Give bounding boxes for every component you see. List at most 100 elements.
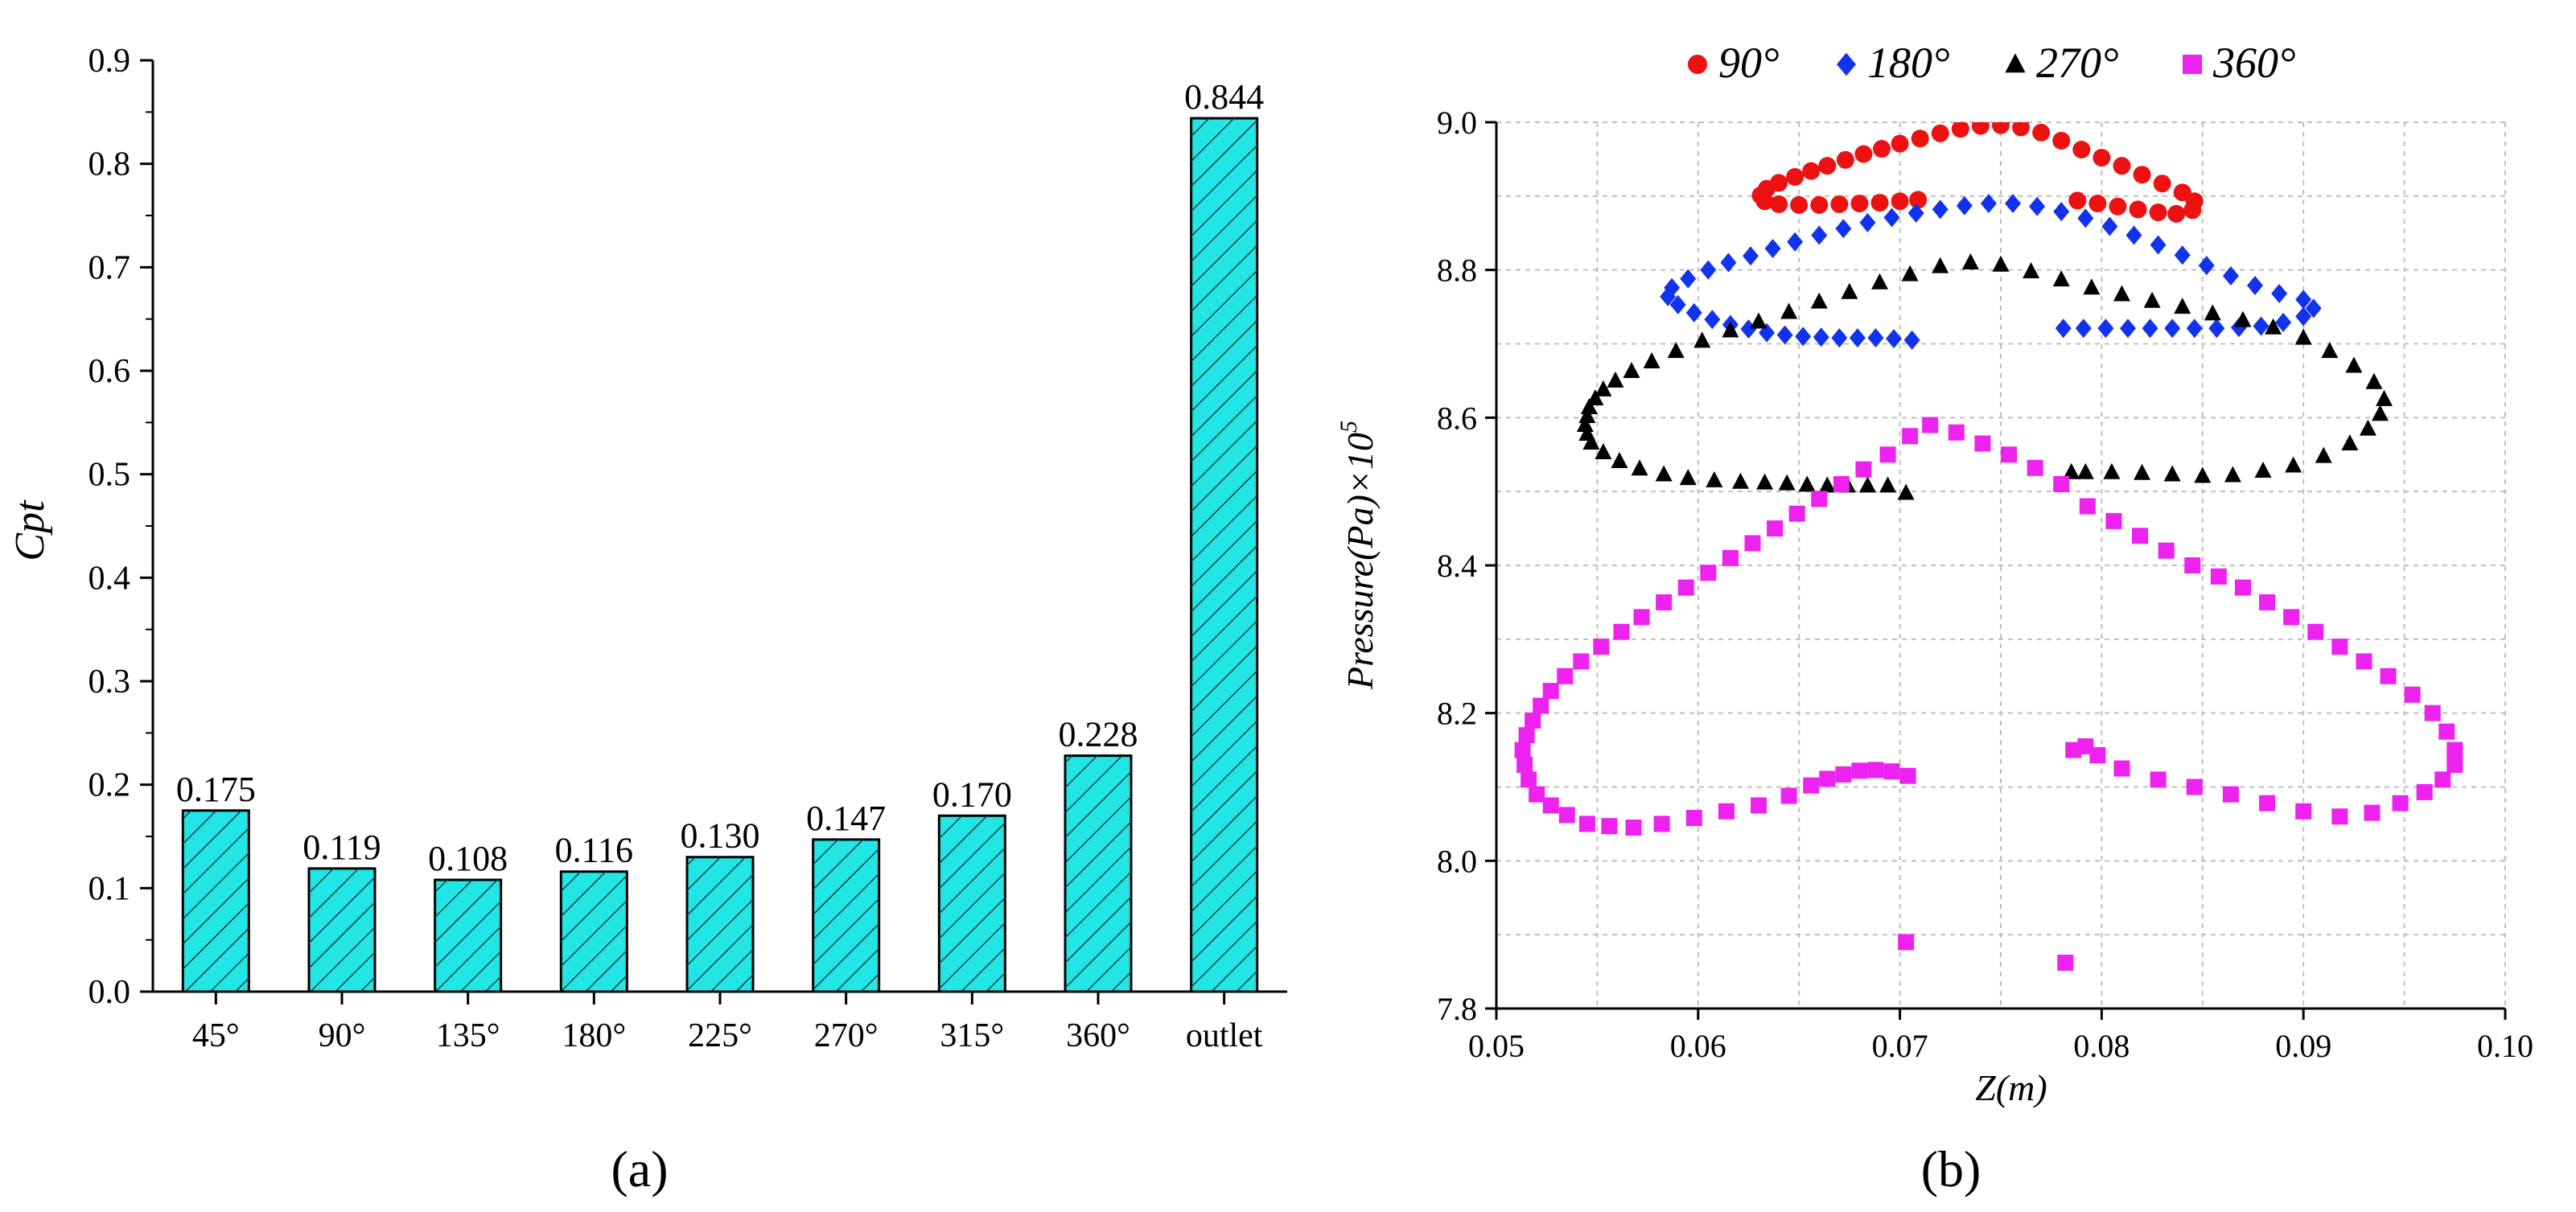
y-axis-label: Pressure(Pa)×105 bbox=[1335, 421, 1381, 690]
legend: 90° 180° 270° 360° bbox=[1688, 39, 2296, 87]
y-tick-label: 0.9 bbox=[88, 43, 131, 80]
data-point bbox=[2076, 462, 2094, 479]
data-point bbox=[1611, 452, 1628, 469]
bar-hatch bbox=[813, 839, 879, 992]
data-point bbox=[2120, 318, 2137, 339]
data-point bbox=[1518, 727, 1535, 744]
data-point bbox=[2305, 298, 2322, 318]
x-tick-label: 0.07 bbox=[1872, 1028, 1928, 1064]
data-point bbox=[1750, 312, 1767, 329]
data-point bbox=[2259, 795, 2276, 811]
data-point bbox=[2142, 318, 2158, 339]
value-labels: 0.175 0.119 0.108 0.116 0.130 0.147 0.170 0.228… bbox=[176, 77, 1264, 878]
data-point bbox=[1520, 771, 1537, 788]
data-point bbox=[1578, 406, 1596, 423]
y-tick-label: 0.7 bbox=[88, 249, 131, 286]
data-point bbox=[1867, 328, 1884, 348]
data-point bbox=[2113, 285, 2130, 302]
data-point bbox=[1883, 763, 1900, 780]
x-tick-label: 315° bbox=[940, 1017, 1004, 1054]
data-point bbox=[2174, 245, 2191, 265]
data-point bbox=[1932, 257, 1949, 273]
data-point bbox=[2052, 131, 2071, 150]
data-point bbox=[2204, 304, 2221, 321]
data-point bbox=[1595, 380, 1612, 396]
value-label: 0.116 bbox=[555, 831, 633, 870]
data-point bbox=[2092, 149, 2111, 167]
data-point bbox=[1631, 459, 1648, 476]
y-tick-label: 8.4 bbox=[1437, 548, 1477, 584]
data-point bbox=[1756, 473, 1774, 490]
data-point bbox=[2174, 298, 2191, 314]
data-point bbox=[2072, 140, 2091, 158]
bar-hatch bbox=[183, 810, 249, 992]
data-point bbox=[2132, 528, 2149, 544]
data-point bbox=[2001, 446, 2018, 463]
x-tick-label: 180° bbox=[562, 1017, 626, 1054]
data-point bbox=[1819, 770, 1836, 787]
data-point bbox=[2364, 804, 2381, 821]
y-axis-ticks: 7.8 8.0 8.2 8.4 8.6 8.8 9.0 bbox=[1437, 105, 1496, 1027]
data-point bbox=[1787, 232, 1804, 252]
data-point bbox=[2295, 290, 2312, 310]
data-point bbox=[2032, 123, 2051, 142]
data-point bbox=[1802, 162, 1821, 180]
data-point bbox=[1841, 282, 1858, 299]
data-point bbox=[2088, 195, 2107, 213]
bar-hatch bbox=[309, 868, 375, 992]
data-point bbox=[1897, 483, 1915, 500]
data-point bbox=[1679, 469, 1697, 486]
data-point bbox=[2307, 623, 2324, 640]
data-point bbox=[1514, 742, 1531, 758]
data-point bbox=[1818, 157, 1837, 175]
data-point bbox=[1664, 277, 1681, 298]
data-point bbox=[1971, 122, 1990, 135]
data-point bbox=[2359, 419, 2376, 436]
data-point bbox=[1790, 195, 1809, 214]
bar-hatch bbox=[1191, 118, 1257, 992]
data-point bbox=[2097, 318, 2114, 339]
data-point bbox=[1951, 122, 1969, 138]
data-point bbox=[2079, 498, 2096, 515]
data-point bbox=[2167, 204, 2186, 223]
data-point bbox=[2027, 459, 2043, 476]
data-point bbox=[2163, 465, 2181, 482]
data-point bbox=[2222, 266, 2239, 286]
data-point bbox=[1722, 321, 1739, 338]
y-tick-label: 8.6 bbox=[1437, 400, 1477, 436]
data-point bbox=[1980, 194, 1997, 214]
data-point bbox=[1576, 416, 1594, 433]
legend-label: 270° bbox=[2036, 39, 2119, 87]
value-label: 0.175 bbox=[176, 770, 256, 809]
value-label: 0.108 bbox=[428, 839, 508, 878]
y-tick-label: 0.5 bbox=[88, 457, 131, 494]
data-point bbox=[2129, 200, 2147, 219]
data-point bbox=[1778, 474, 1796, 491]
data-point bbox=[2150, 235, 2167, 255]
data-point bbox=[2012, 122, 2031, 137]
data-point bbox=[2158, 542, 2175, 559]
value-label: 0.844 bbox=[1184, 77, 1264, 117]
data-point bbox=[1656, 594, 1673, 610]
x-tick-label: 0.08 bbox=[2073, 1028, 2130, 1064]
data-point bbox=[1902, 428, 1919, 445]
bar-hatch bbox=[434, 880, 501, 992]
data-point bbox=[1700, 260, 1717, 280]
data-point bbox=[1855, 461, 1872, 478]
data-point bbox=[2416, 783, 2433, 800]
y-tick-label: 0.3 bbox=[88, 664, 131, 700]
data-point bbox=[2380, 668, 2397, 684]
x-tick-label: 0.06 bbox=[1670, 1028, 1726, 1064]
data-point bbox=[1780, 302, 1798, 319]
data-point bbox=[1909, 191, 1928, 209]
data-point bbox=[2077, 737, 2094, 754]
data-point bbox=[2075, 318, 2092, 339]
data-point bbox=[2404, 686, 2421, 703]
data-point bbox=[2186, 779, 2203, 795]
data-point bbox=[1907, 203, 1924, 223]
data-point bbox=[2173, 183, 2191, 202]
value-label: 0.130 bbox=[681, 816, 760, 856]
data-point bbox=[1810, 292, 1828, 309]
value-label: 0.170 bbox=[932, 774, 1012, 814]
data-point bbox=[1578, 425, 1596, 442]
